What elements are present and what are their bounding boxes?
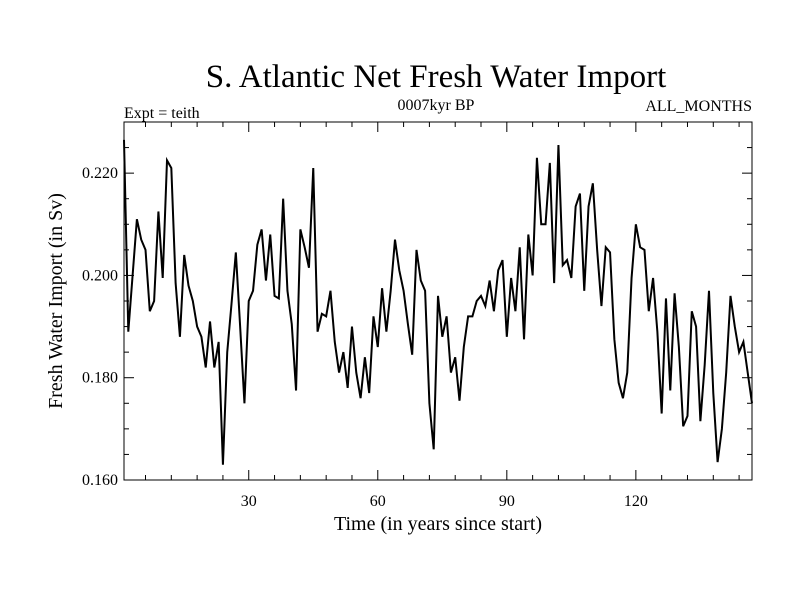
x-axis-ticks (145, 122, 740, 480)
y-tick-label: 0.160 (82, 472, 118, 489)
x-tick-label: 30 (241, 493, 257, 510)
x-tick-label: 120 (624, 493, 648, 510)
x-axis-label: Time (in years since start) (334, 513, 542, 535)
x-axis-tick-labels: 30 60 90 120 (241, 493, 648, 510)
y-tick-label: 0.200 (82, 267, 118, 284)
period-label: 0007kyr BP (398, 97, 475, 114)
y-tick-label: 0.180 (82, 370, 118, 387)
y-tick-label: 0.220 (82, 165, 118, 182)
chart-title: S. Atlantic Net Fresh Water Import (206, 59, 667, 95)
y-axis-label: Fresh Water Import (in Sv) (45, 193, 67, 409)
x-tick-label: 60 (370, 493, 386, 510)
x-tick-label: 90 (499, 493, 515, 510)
series-line-fresh-water-import (123, 139, 753, 465)
months-label: ALL_MONTHS (645, 98, 752, 115)
experiment-label: Expt = teith (124, 105, 200, 122)
y-axis-tick-labels: 0.160 0.180 0.200 0.220 (82, 165, 118, 489)
